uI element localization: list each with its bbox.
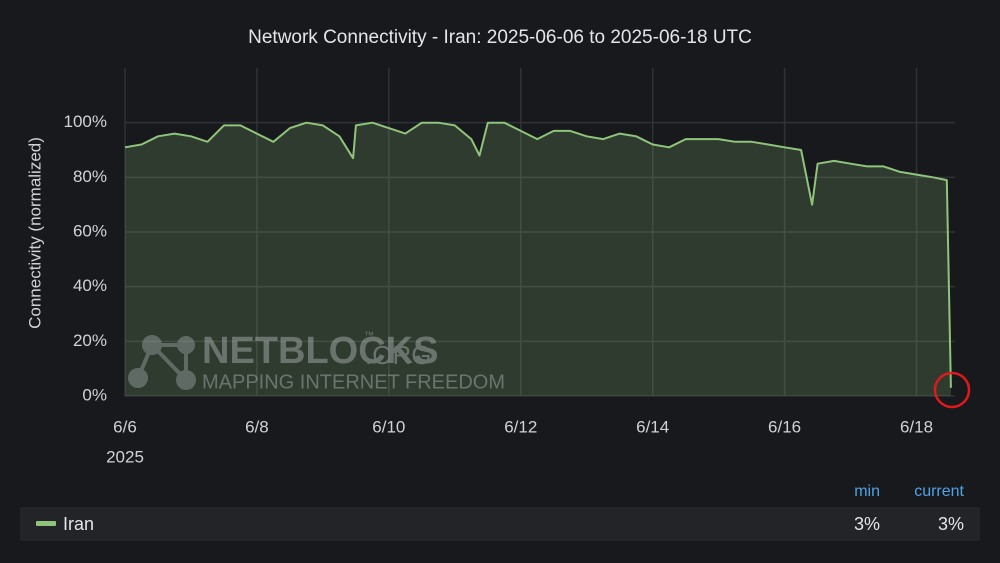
- legend-stat: 3%: [854, 514, 880, 534]
- watermark-logo: [128, 335, 196, 390]
- legend-column-header: current: [914, 483, 964, 500]
- legend-column-header: min: [854, 483, 880, 500]
- y-axis-title: Connectivity (normalized): [25, 137, 44, 329]
- y-tick-label: 20%: [73, 331, 107, 350]
- highlight-circle: [933, 371, 971, 409]
- chart-title: Network Connectivity - Iran: 2025-06-06 …: [248, 27, 752, 48]
- x-tick-label: 6/10: [372, 417, 405, 436]
- y-tick-label: 100%: [64, 112, 107, 131]
- x-tick-label: 6/12: [504, 417, 537, 436]
- legend-row: [20, 507, 980, 541]
- legend: min 3% current 3% Iran: [36, 483, 965, 534]
- legend-label: Iran: [63, 514, 94, 534]
- watermark-tagline: MAPPING INTERNET FREEDOM: [202, 371, 505, 393]
- x-tick-label: 6/18: [900, 417, 933, 436]
- area-fill: [125, 122, 951, 396]
- x-tick-label: 6/16: [768, 417, 801, 436]
- watermark: NETBLOCKS .ORG ™ MAPPING INTERNET FREEDO…: [128, 330, 505, 393]
- y-tick-label: 0%: [82, 385, 107, 404]
- y-tick-label: 40%: [73, 276, 107, 295]
- watermark-brand: NETBLOCKS: [202, 330, 438, 372]
- plot: [124, 121, 952, 396]
- x-tick-label: 6/14: [636, 417, 669, 436]
- legend-stat: 3%: [938, 514, 964, 534]
- y-tick-label: 60%: [73, 221, 107, 240]
- watermark-tm: ™: [364, 331, 374, 342]
- x-year-label: 2025: [106, 447, 144, 466]
- legend-swatch: [36, 521, 56, 526]
- grid: 0% 20% 40% 60% 80% 100% 6/6 6/8 6/10 6/12 6/14 6/16…: [64, 68, 955, 466]
- x-tick-label: 6/8: [245, 417, 269, 436]
- watermark-suffix: .ORG: [365, 340, 431, 370]
- series-line: [124, 121, 952, 388]
- y-tick-label: 80%: [73, 167, 107, 186]
- x-tick-label: 6/6: [113, 417, 137, 436]
